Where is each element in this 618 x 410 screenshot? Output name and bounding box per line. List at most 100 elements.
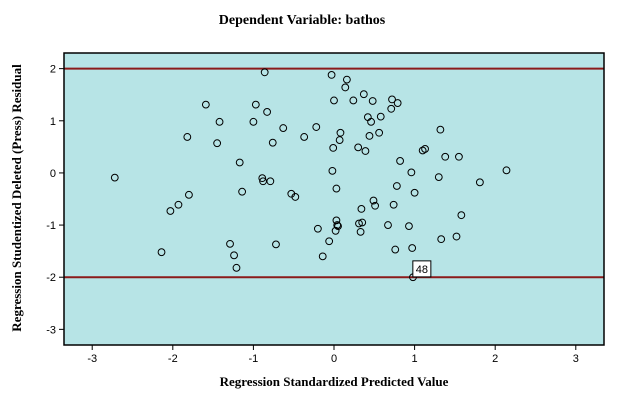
data-point-39: [334, 222, 342, 231]
x-tick-label-3: 0: [331, 353, 337, 365]
data-point-78: [441, 152, 450, 161]
data-point-70: [408, 244, 417, 252]
data-point-30: [325, 237, 334, 246]
data-point-38: [333, 221, 342, 229]
x-tick-label-1: -2: [168, 353, 178, 365]
x-axis-ticks: -3 -2 -1 0 1 2 3: [87, 345, 579, 365]
data-point-31: [327, 71, 336, 79]
data-points: [110, 68, 511, 282]
data-point-66: [393, 99, 402, 107]
y-axis-label: Regression Studentized Deleted (Press) R…: [9, 64, 24, 332]
data-point-34: [330, 96, 338, 105]
data-point-80: [455, 152, 463, 161]
data-point-50: [359, 90, 368, 99]
data-point-0: [110, 173, 119, 182]
data-point-72: [410, 188, 419, 197]
x-tick-label-2: -1: [249, 353, 259, 365]
data-point-58: [375, 128, 384, 137]
data-point-18: [260, 68, 269, 77]
data-point-21: [268, 138, 277, 147]
data-point-13: [238, 187, 247, 196]
data-point-73: [418, 146, 427, 155]
data-point-26: [300, 133, 309, 141]
y-axis-ticks: -3 -2 -1 0 1 2: [46, 64, 64, 336]
plot-area: [64, 53, 604, 345]
data-point-3: [174, 200, 183, 209]
data-point-64: [391, 245, 400, 254]
data-point-81: [457, 211, 466, 220]
data-point-10: [230, 251, 238, 260]
data-point-63: [389, 200, 398, 209]
data-point-9: [226, 239, 234, 248]
y-tick-label-2: -1: [46, 220, 56, 232]
data-point-69: [407, 168, 416, 177]
annotations: 48: [412, 260, 432, 278]
data-point-4: [183, 133, 192, 141]
data-point-51: [361, 147, 370, 155]
data-point-14: [249, 117, 258, 126]
data-point-54: [367, 117, 375, 126]
data-point-67: [396, 157, 404, 165]
data-point-33: [329, 144, 338, 152]
data-point-61: [387, 104, 396, 113]
data-point-12: [235, 158, 244, 167]
data-point-36: [332, 184, 341, 193]
data-point-27: [312, 123, 321, 131]
y-tick-label-0: -3: [46, 324, 56, 336]
data-point-49: [358, 218, 367, 227]
data-point-45: [354, 143, 363, 152]
data-point-2: [166, 207, 175, 215]
x-tick-label-4: 1: [412, 353, 418, 365]
data-point-23: [279, 124, 288, 132]
data-point-32: [328, 166, 337, 175]
data-point-15: [251, 100, 260, 109]
data-point-75: [434, 173, 443, 182]
y-tick-label-4: 1: [50, 116, 56, 128]
data-point-59: [376, 112, 385, 121]
x-tick-label-6: 3: [573, 353, 579, 365]
data-point-53: [365, 132, 374, 140]
annotation-box-0: [412, 260, 432, 278]
data-point-40: [335, 136, 344, 144]
data-point-16: [258, 174, 267, 183]
data-point-74: [421, 145, 429, 153]
data-point-22: [272, 240, 280, 249]
data-point-79: [452, 232, 461, 241]
data-point-62: [388, 95, 396, 104]
data-point-48: [357, 205, 366, 213]
data-point-28: [313, 224, 322, 233]
data-point-43: [342, 75, 351, 84]
x-axis-label: Regression Standardized Predicted Value: [220, 374, 449, 389]
data-point-46: [355, 219, 363, 228]
data-point-19: [263, 108, 272, 116]
data-point-65: [392, 182, 401, 190]
data-point-5: [185, 190, 193, 199]
data-point-6: [201, 100, 210, 109]
data-point-11: [232, 263, 241, 272]
data-point-77: [437, 235, 446, 244]
data-point-8: [215, 117, 224, 126]
y-tick-label-3: 0: [50, 168, 56, 180]
data-point-25: [291, 193, 300, 201]
data-point-56: [369, 196, 378, 205]
data-point-20: [266, 177, 275, 186]
reference-lines: [64, 67, 604, 279]
data-point-35: [331, 226, 340, 235]
data-point-7: [213, 139, 222, 148]
y-tick-label-5: 2: [50, 64, 56, 76]
data-point-47: [356, 227, 365, 236]
data-point-60: [384, 221, 392, 229]
data-point-76: [436, 125, 445, 134]
annotation-label-0: 48: [416, 264, 428, 276]
chart-title: Dependent Variable: bathos: [219, 13, 386, 28]
data-point-44: [349, 96, 358, 105]
data-point-41: [336, 128, 345, 137]
data-point-1: [157, 248, 166, 257]
data-point-68: [405, 222, 413, 231]
x-tick-label-0: -3: [87, 353, 97, 365]
x-tick-label-5: 2: [492, 353, 498, 365]
data-point-55: [368, 97, 377, 105]
data-point-83: [502, 166, 511, 175]
